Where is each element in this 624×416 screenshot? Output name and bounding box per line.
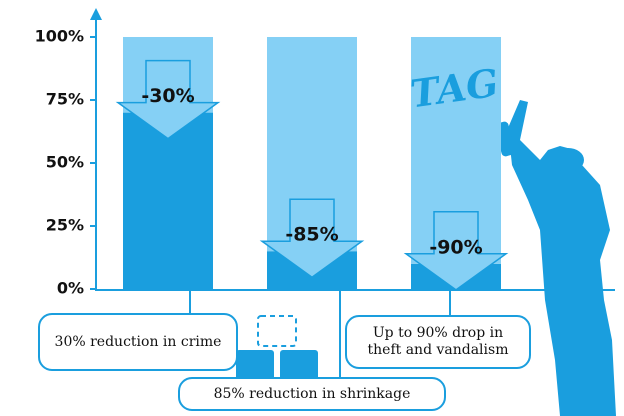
y-tick-label: 50% bbox=[46, 153, 84, 172]
y-tick-label: 0% bbox=[57, 279, 84, 298]
arrow-label: -30% bbox=[141, 85, 194, 107]
callout: 85% reduction in shrinkage bbox=[178, 377, 446, 411]
person-silhouette bbox=[508, 100, 616, 416]
y-tick-label: 100% bbox=[35, 27, 84, 46]
y-tick-label: 25% bbox=[46, 216, 84, 235]
person-head bbox=[552, 148, 584, 172]
arrow-label: -85% bbox=[285, 224, 338, 246]
y-tick-label: 75% bbox=[46, 90, 84, 109]
callout: 30% reduction in crime bbox=[38, 313, 238, 371]
icon-box-dashed bbox=[258, 316, 296, 346]
infographic: 0%25%50%75%100%-30%-85%-90% TAG 30% redu… bbox=[0, 0, 624, 416]
arrow-label: -90% bbox=[429, 236, 482, 258]
callout: Up to 90% drop in theft and vandalism bbox=[345, 315, 531, 369]
y-axis-arrow bbox=[90, 8, 102, 20]
boxes-icon bbox=[236, 316, 318, 382]
